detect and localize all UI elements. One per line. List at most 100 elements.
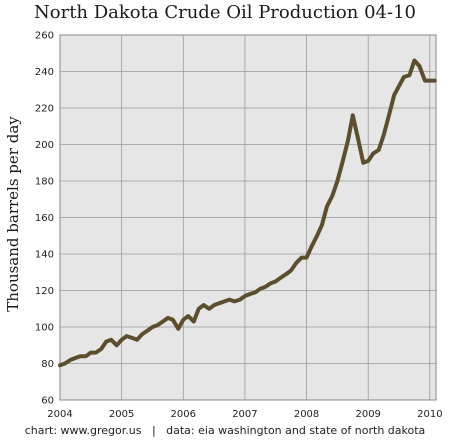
x-axis-ticks: 2004 2005 2006 2007 2008 2009 2010 (47, 409, 442, 420)
data-point (383, 134, 385, 136)
data-point (90, 352, 92, 354)
data-point (85, 355, 87, 357)
data-point (126, 335, 128, 337)
y-tick-label: 260 (35, 31, 54, 42)
data-point (316, 235, 318, 237)
data-point (146, 330, 149, 332)
series-group (58, 58, 437, 368)
data-point (172, 319, 174, 321)
y-tick-label: 80 (41, 359, 54, 370)
data-point (141, 333, 143, 335)
data-point (301, 257, 303, 259)
x-tick-label: 2007 (232, 409, 257, 420)
data-point (264, 286, 266, 288)
data-point (306, 257, 308, 259)
data-point (326, 205, 328, 208)
data-point (362, 162, 364, 164)
x-tick-label: 2008 (294, 409, 319, 420)
data-point (249, 293, 251, 295)
data-point (224, 300, 226, 302)
y-tick-label: 180 (35, 177, 54, 188)
x-tick-label: 2009 (355, 409, 380, 420)
data-point (105, 341, 107, 343)
x-tick-label: 2006 (171, 409, 196, 420)
grid-lines (60, 35, 436, 400)
data-point (295, 262, 297, 264)
data-point (177, 328, 179, 330)
data-point (198, 308, 200, 310)
data-point (136, 339, 138, 341)
data-point (69, 359, 72, 361)
data-point (187, 315, 189, 317)
data-point (336, 180, 338, 182)
data-point (228, 299, 231, 301)
data-point (121, 339, 123, 341)
data-point (310, 246, 313, 248)
data-point (387, 116, 390, 118)
y-tick-label: 100 (35, 323, 54, 334)
y-tick-label: 160 (35, 213, 54, 224)
data-point (203, 304, 205, 306)
x-tick-label: 2010 (417, 409, 442, 420)
data-point (233, 300, 235, 302)
y-axis-ticks: 60 80 100 120 140 160 180 200 220 240 260 (35, 31, 54, 407)
data-point (213, 304, 215, 306)
data-point (413, 59, 415, 62)
data-point (403, 76, 405, 78)
data-point (424, 80, 426, 82)
x-tick-label: 2004 (47, 409, 72, 420)
data-point (418, 65, 420, 67)
y-tick-label: 220 (35, 104, 54, 115)
data-point (321, 224, 323, 226)
data-point (110, 339, 112, 341)
data-point (331, 195, 333, 197)
y-tick-label: 120 (35, 286, 54, 297)
data-point (372, 153, 374, 155)
data-point (352, 114, 354, 116)
data-point (151, 326, 154, 328)
data-point (64, 362, 66, 365)
data-point (259, 288, 261, 290)
data-point (116, 344, 118, 346)
data-point (341, 162, 343, 164)
y-tick-label: 240 (35, 67, 54, 78)
data-point (79, 355, 81, 357)
chart-title: North Dakota Crude Oil Production 04-10 (34, 2, 416, 23)
data-point (408, 74, 411, 76)
data-point (131, 337, 133, 339)
data-point (182, 319, 184, 321)
data-point (367, 160, 369, 162)
data-point (218, 302, 220, 304)
data-point (244, 295, 246, 297)
y-tick-label: 200 (35, 140, 54, 151)
data-point (95, 352, 97, 354)
chart-footer: chart: www.gregor.us | data: eia washing… (24, 424, 426, 437)
series-line (58, 58, 437, 368)
data-point (162, 320, 164, 323)
data-point (208, 308, 210, 310)
data-point (357, 136, 359, 138)
data-point (156, 324, 158, 326)
data-point (285, 273, 287, 275)
data-point (254, 291, 256, 293)
y-tick-label: 60 (41, 396, 54, 407)
data-point (59, 364, 61, 366)
x-tick-label: 2005 (109, 409, 134, 420)
data-point (239, 299, 241, 301)
data-point (290, 269, 292, 271)
y-tick-label: 140 (35, 250, 54, 261)
data-point (378, 149, 380, 151)
data-point (275, 280, 277, 282)
data-point (434, 80, 436, 82)
data-point (347, 140, 349, 142)
data-point (429, 80, 431, 82)
data-point (280, 277, 282, 279)
data-point (167, 317, 169, 319)
data-point (193, 320, 195, 323)
data-point (270, 282, 272, 284)
data-point (398, 85, 400, 87)
data-point (100, 348, 102, 350)
data-point (393, 94, 395, 96)
data-point (74, 357, 76, 359)
